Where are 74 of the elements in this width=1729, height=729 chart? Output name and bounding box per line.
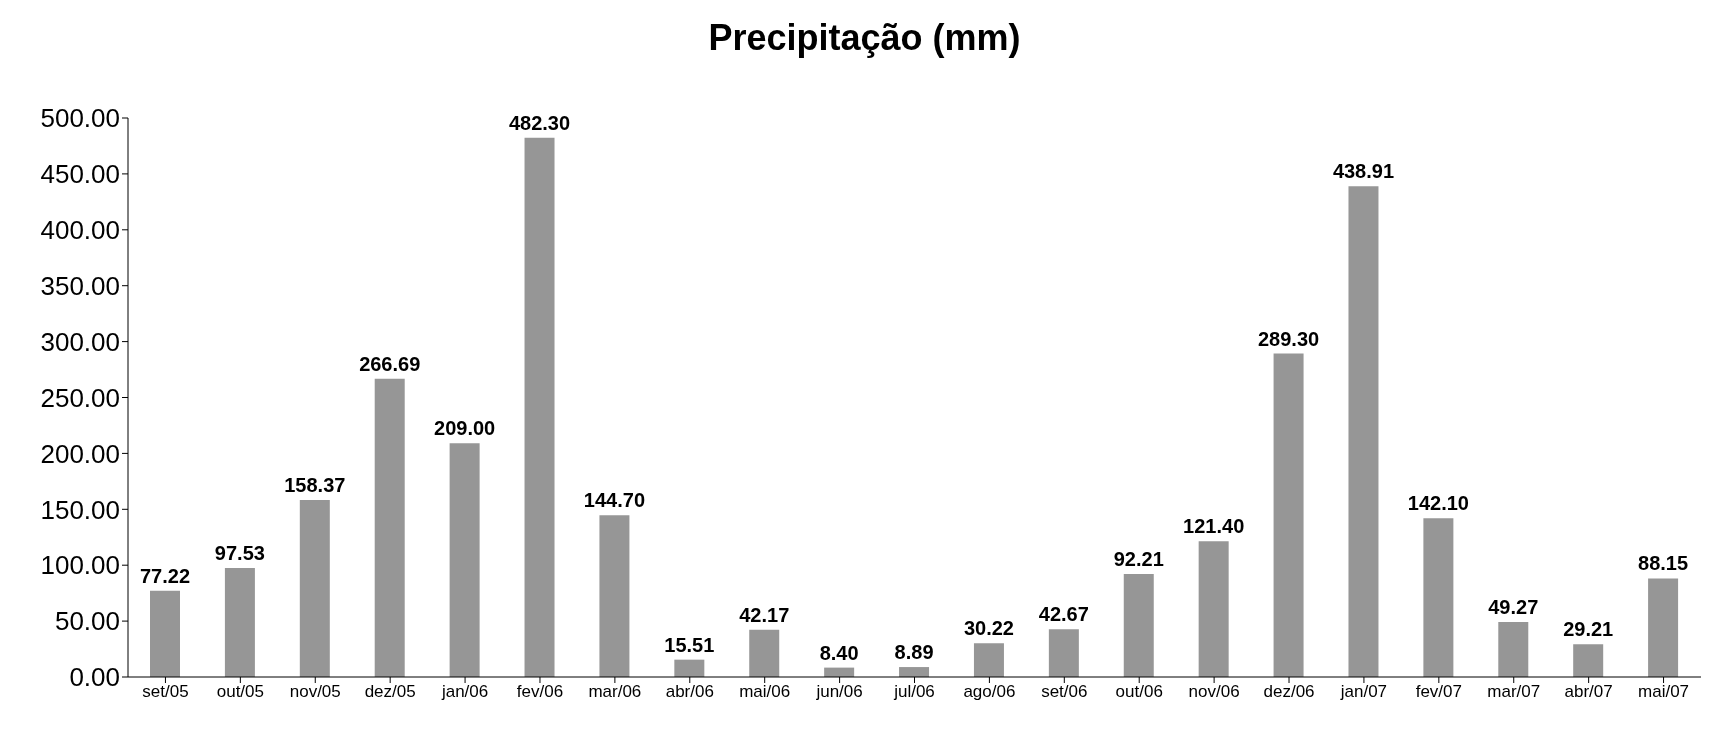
x-tick-label: jun/06 [815, 682, 863, 702]
x-tick-label: mar/07 [1487, 682, 1541, 702]
x-tick-label: out/06 [1115, 682, 1163, 702]
data-label: 42.67 [1038, 603, 1089, 626]
x-tick-label: fev/07 [1415, 682, 1462, 702]
data-label: 88.15 [1638, 552, 1689, 575]
y-tick-label: 450.00 [40, 159, 120, 190]
data-label: 15.51 [664, 633, 715, 656]
data-label: 8.89 [894, 641, 934, 664]
x-tick-label: fev/06 [516, 682, 564, 702]
bar [973, 643, 1004, 677]
bar [1498, 621, 1529, 677]
bar [1198, 541, 1229, 677]
x-tick-label: abr/06 [665, 682, 714, 702]
bar [1648, 578, 1679, 677]
x-tick-label: jan/06 [440, 682, 489, 702]
bar [524, 137, 555, 677]
x-tick-label: set/06 [1041, 682, 1088, 702]
bar [1273, 353, 1304, 677]
y-tick-label: 500.00 [40, 103, 120, 134]
data-label: 144.70 [583, 489, 646, 512]
y-tick-label: 0.00 [69, 662, 120, 693]
y-tick-label: 300.00 [40, 326, 120, 357]
data-label: 77.22 [139, 564, 191, 587]
bar [1348, 186, 1379, 677]
data-label: 8.40 [819, 641, 859, 664]
data-label: 289.30 [1257, 327, 1320, 350]
bar [150, 590, 180, 677]
data-label: 92.21 [1113, 547, 1164, 570]
data-label: 42.17 [739, 603, 790, 626]
bar [449, 443, 480, 677]
y-tick-label: 250.00 [40, 382, 120, 413]
bar [1573, 644, 1604, 677]
data-label: 49.27 [1488, 595, 1539, 618]
x-tick-label: nov/06 [1188, 682, 1240, 702]
bar [1123, 573, 1154, 677]
chart-title: Precipitação (mm) [707, 16, 1022, 60]
x-tick-label: ago/06 [963, 682, 1016, 702]
x-tick-label: nov/05 [289, 682, 341, 702]
bar [749, 629, 780, 677]
x-tick-label: jan/07 [1339, 682, 1388, 702]
bar [374, 378, 405, 677]
bar [599, 515, 630, 677]
data-label: 121.40 [1183, 515, 1245, 538]
data-label: 438.91 [1332, 160, 1395, 183]
bar [299, 499, 330, 677]
bar [224, 567, 255, 677]
y-tick-label: 350.00 [40, 270, 120, 301]
x-tick-label: dez/05 [364, 682, 416, 702]
data-label: 30.22 [963, 617, 1014, 640]
x-tick-label: mar/06 [588, 682, 642, 702]
y-tick-label: 50.00 [54, 606, 120, 637]
x-tick-label: out/05 [216, 682, 264, 702]
data-label: 209.00 [434, 417, 496, 440]
bar [899, 667, 930, 677]
x-tick-label: mai/07 [1638, 682, 1690, 702]
data-label: 158.37 [284, 473, 346, 496]
x-tick-label: set/05 [142, 682, 189, 702]
y-tick-label: 400.00 [40, 215, 120, 246]
data-label: 266.69 [359, 352, 421, 375]
bar [1048, 629, 1079, 677]
y-tick-label: 150.00 [40, 494, 120, 525]
x-tick-label: abr/07 [1564, 682, 1613, 702]
bar [674, 659, 705, 677]
y-tick-label: 200.00 [40, 438, 120, 469]
bar [1423, 518, 1454, 677]
data-label: 29.21 [1563, 618, 1614, 641]
x-tick-label: jul/06 [893, 682, 935, 702]
data-label: 97.53 [214, 541, 265, 564]
x-tick-label: mai/06 [739, 682, 791, 702]
data-label: 142.10 [1407, 492, 1469, 515]
x-tick-label: dez/06 [1263, 682, 1315, 702]
data-label: 482.30 [508, 111, 571, 134]
y-tick-label: 100.00 [40, 550, 120, 581]
